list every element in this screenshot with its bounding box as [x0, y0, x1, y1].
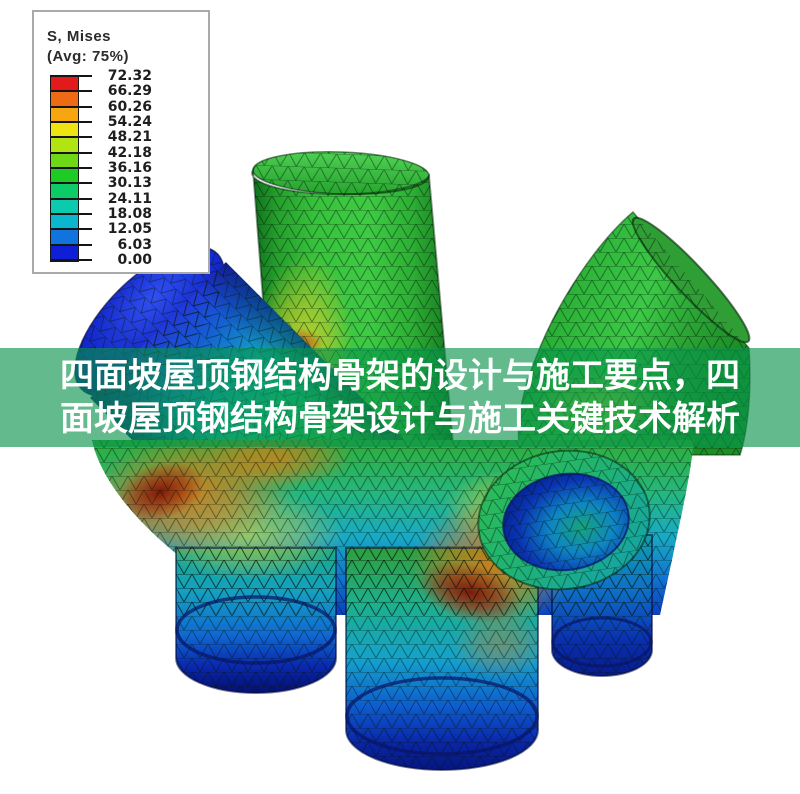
legend-subtitle: (Avg: 75%) [47, 48, 129, 65]
colorbar-band [51, 184, 78, 200]
legend-tick [50, 136, 92, 139]
legend-tick [50, 243, 92, 246]
colorbar-band [51, 199, 78, 215]
legend-tick-value: 54.24 [107, 114, 152, 130]
colorbar-band [51, 77, 78, 93]
legend-colorbar [50, 76, 79, 262]
colorbar-band [51, 230, 78, 246]
legend-tick [50, 75, 92, 77]
legend-tick-value: 66.29 [107, 83, 152, 100]
colorbar-band [51, 153, 78, 169]
legend-tick [50, 197, 92, 200]
legend-tick-value: 18.08 [107, 206, 152, 222]
leg-flange-ring [345, 676, 539, 756]
colorbar-band [51, 168, 78, 185]
colorbar-band [51, 138, 78, 154]
legend-tick-value: 0.00 [117, 252, 152, 268]
colorbar-band [51, 107, 78, 123]
legend-tick-value: 24.11 [107, 190, 152, 207]
legend-tick [50, 182, 92, 185]
legend-tick [50, 105, 92, 108]
stress-legend: S, Mises (Avg: 75%) 72.32 66.29 60.26 54.24… [32, 10, 210, 274]
colorbar-band [51, 245, 78, 261]
title-banner: 四面坡屋顶钢结构骨架的设计与施工要点，四 面坡屋顶钢结构骨架设计与施工关键技术解… [0, 348, 800, 447]
colorbar-band [51, 92, 78, 108]
banner-title-line1: 四面坡屋顶钢结构骨架的设计与施工要点，四 [60, 357, 740, 395]
legend-tick-value: 36.16 [107, 160, 152, 176]
legend-tick-value: 42.18 [107, 144, 152, 161]
legend-tick [50, 228, 92, 231]
legend-tick-value: 6.03 [117, 236, 152, 253]
legend-tick [50, 259, 92, 261]
colorbar-band [51, 122, 78, 139]
leg-flange-ring [175, 595, 337, 665]
leg-flange-ring [551, 616, 653, 668]
legend-title: S, Mises [47, 28, 112, 45]
banner-title-line2: 面坡屋顶钢结构骨架设计与施工关键技术解析 [60, 400, 740, 438]
legend-tick-value: 72.32 [107, 68, 152, 84]
legend-tick-value: 30.13 [107, 175, 152, 192]
legend-tick [50, 213, 92, 215]
legend-tick-value: 48.21 [107, 129, 152, 146]
legend-tick [50, 121, 92, 123]
legend-tick [50, 151, 92, 154]
legend-tick [50, 167, 92, 169]
legend-tick-value: 60.26 [107, 98, 152, 115]
legend-tick-value: 12.05 [107, 221, 152, 238]
legend-tick [50, 90, 92, 93]
colorbar-band [51, 214, 78, 231]
pipe-opening-ring [477, 449, 651, 591]
